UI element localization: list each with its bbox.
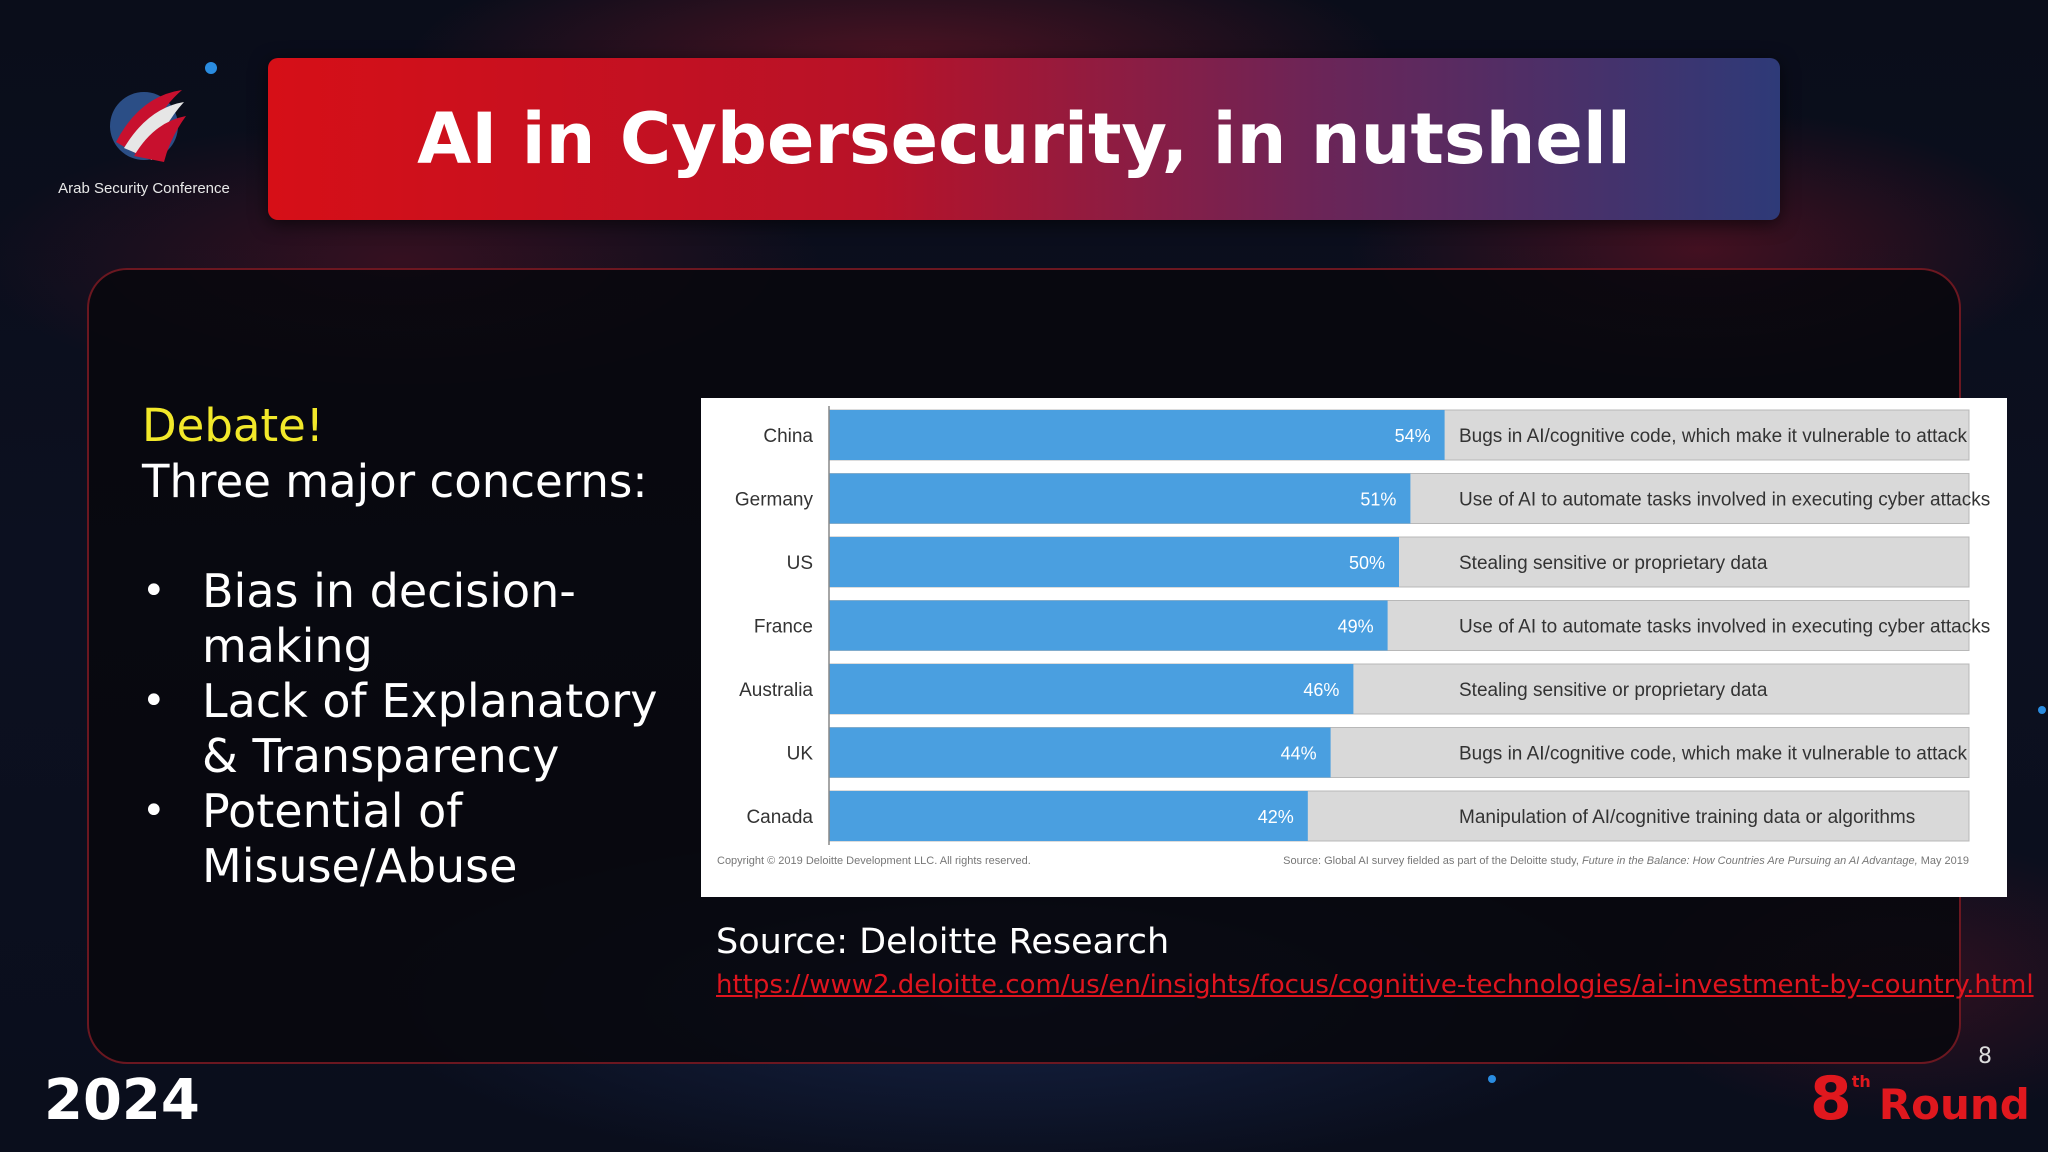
- category-label: Germany: [735, 490, 814, 511]
- category-label: Australia: [739, 680, 813, 701]
- concern-item: Bias in decision-making: [142, 564, 682, 674]
- concerns-block: Debate! Three major concerns: Bias in de…: [142, 398, 682, 894]
- bar-uk: [829, 727, 1331, 778]
- chart-copyright: Copyright © 2019 Deloitte Development LL…: [717, 855, 1031, 867]
- page-number: 8: [1978, 1044, 1992, 1069]
- source-link[interactable]: https://www2.deloitte.com/us/en/insights…: [716, 970, 2034, 1000]
- concern-label: Bugs in AI/cognitive code, which make it…: [1459, 426, 1967, 447]
- source-label: Source: Deloitte Research: [716, 922, 1170, 962]
- category-label: US: [787, 553, 813, 574]
- debate-heading: Debate!: [142, 399, 324, 452]
- concern-label: Use of AI to automate tasks involved in …: [1459, 617, 1990, 638]
- concern-label: Stealing sensitive or proprietary data: [1459, 553, 1768, 574]
- concern-label: Use of AI to automate tasks involved in …: [1459, 490, 1990, 511]
- value-label: 49%: [1338, 617, 1374, 637]
- concern-label: Stealing sensitive or proprietary data: [1459, 680, 1768, 701]
- title-bar: AI in Cybersecurity, in nutshell: [268, 58, 1780, 220]
- bar-australia: [829, 664, 1354, 714]
- bar-us: [829, 537, 1399, 587]
- network-node-dot: [2038, 706, 2046, 714]
- slide-title: AI in Cybersecurity, in nutshell: [417, 98, 1631, 180]
- category-label: Canada: [746, 807, 813, 828]
- concern-label: Manipulation of AI/cognitive training da…: [1459, 807, 1915, 828]
- bar-china: [829, 410, 1445, 460]
- value-label: 54%: [1395, 426, 1431, 446]
- round-word: Round: [1878, 1080, 2030, 1129]
- bar-germany: [829, 473, 1411, 524]
- concerns-list: Bias in decision-making Lack of Explanat…: [142, 564, 682, 894]
- value-label: 50%: [1349, 553, 1385, 573]
- bar-france: [829, 600, 1388, 651]
- concern-item: Lack of Explanatory & Transparency: [142, 674, 682, 784]
- bar-canada: [829, 791, 1308, 841]
- category-label: China: [763, 426, 813, 447]
- value-label: 51%: [1360, 490, 1396, 510]
- category-label: France: [754, 617, 813, 638]
- category-label: UK: [787, 744, 814, 765]
- year-label: 2024: [44, 1068, 200, 1133]
- conference-logo: Arab Security Conference: [44, 82, 244, 202]
- bar-chart-svg: China 54% Bugs in AI/cognitive code, which…: [717, 406, 1990, 867]
- chart-source-note: Source: Global AI survey fielded as part…: [1283, 855, 1969, 867]
- value-label: 46%: [1303, 680, 1339, 700]
- round-number: 8: [1810, 1064, 1852, 1134]
- network-node-dot: [1488, 1075, 1496, 1083]
- round-badge: 8th Round: [1810, 1064, 2030, 1134]
- network-node-dot: [205, 62, 217, 74]
- value-label: 44%: [1281, 744, 1317, 764]
- logo-text: Arab Security Conference: [58, 180, 230, 197]
- concern-item: Potential of Misuse/Abuse: [142, 784, 682, 894]
- logo-emblem-icon: [110, 90, 186, 162]
- concern-label: Bugs in AI/cognitive code, which make it…: [1459, 744, 1967, 765]
- bar-chart: China 54% Bugs in AI/cognitive code, which…: [701, 398, 2007, 897]
- round-suffix: th: [1851, 1072, 1871, 1091]
- concerns-heading: Three major concerns:: [142, 455, 648, 508]
- value-label: 42%: [1258, 807, 1294, 827]
